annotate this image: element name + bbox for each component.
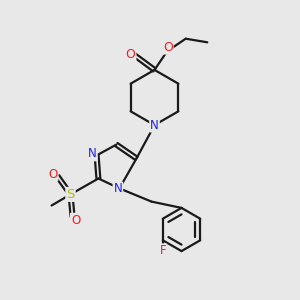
Text: N: N	[88, 147, 97, 161]
Text: N: N	[113, 182, 122, 196]
Text: S: S	[66, 188, 75, 201]
Text: O: O	[126, 48, 135, 61]
Text: O: O	[163, 40, 172, 54]
Text: O: O	[48, 167, 57, 181]
Text: F: F	[160, 244, 166, 257]
Text: O: O	[71, 214, 80, 227]
Text: N: N	[150, 118, 159, 132]
